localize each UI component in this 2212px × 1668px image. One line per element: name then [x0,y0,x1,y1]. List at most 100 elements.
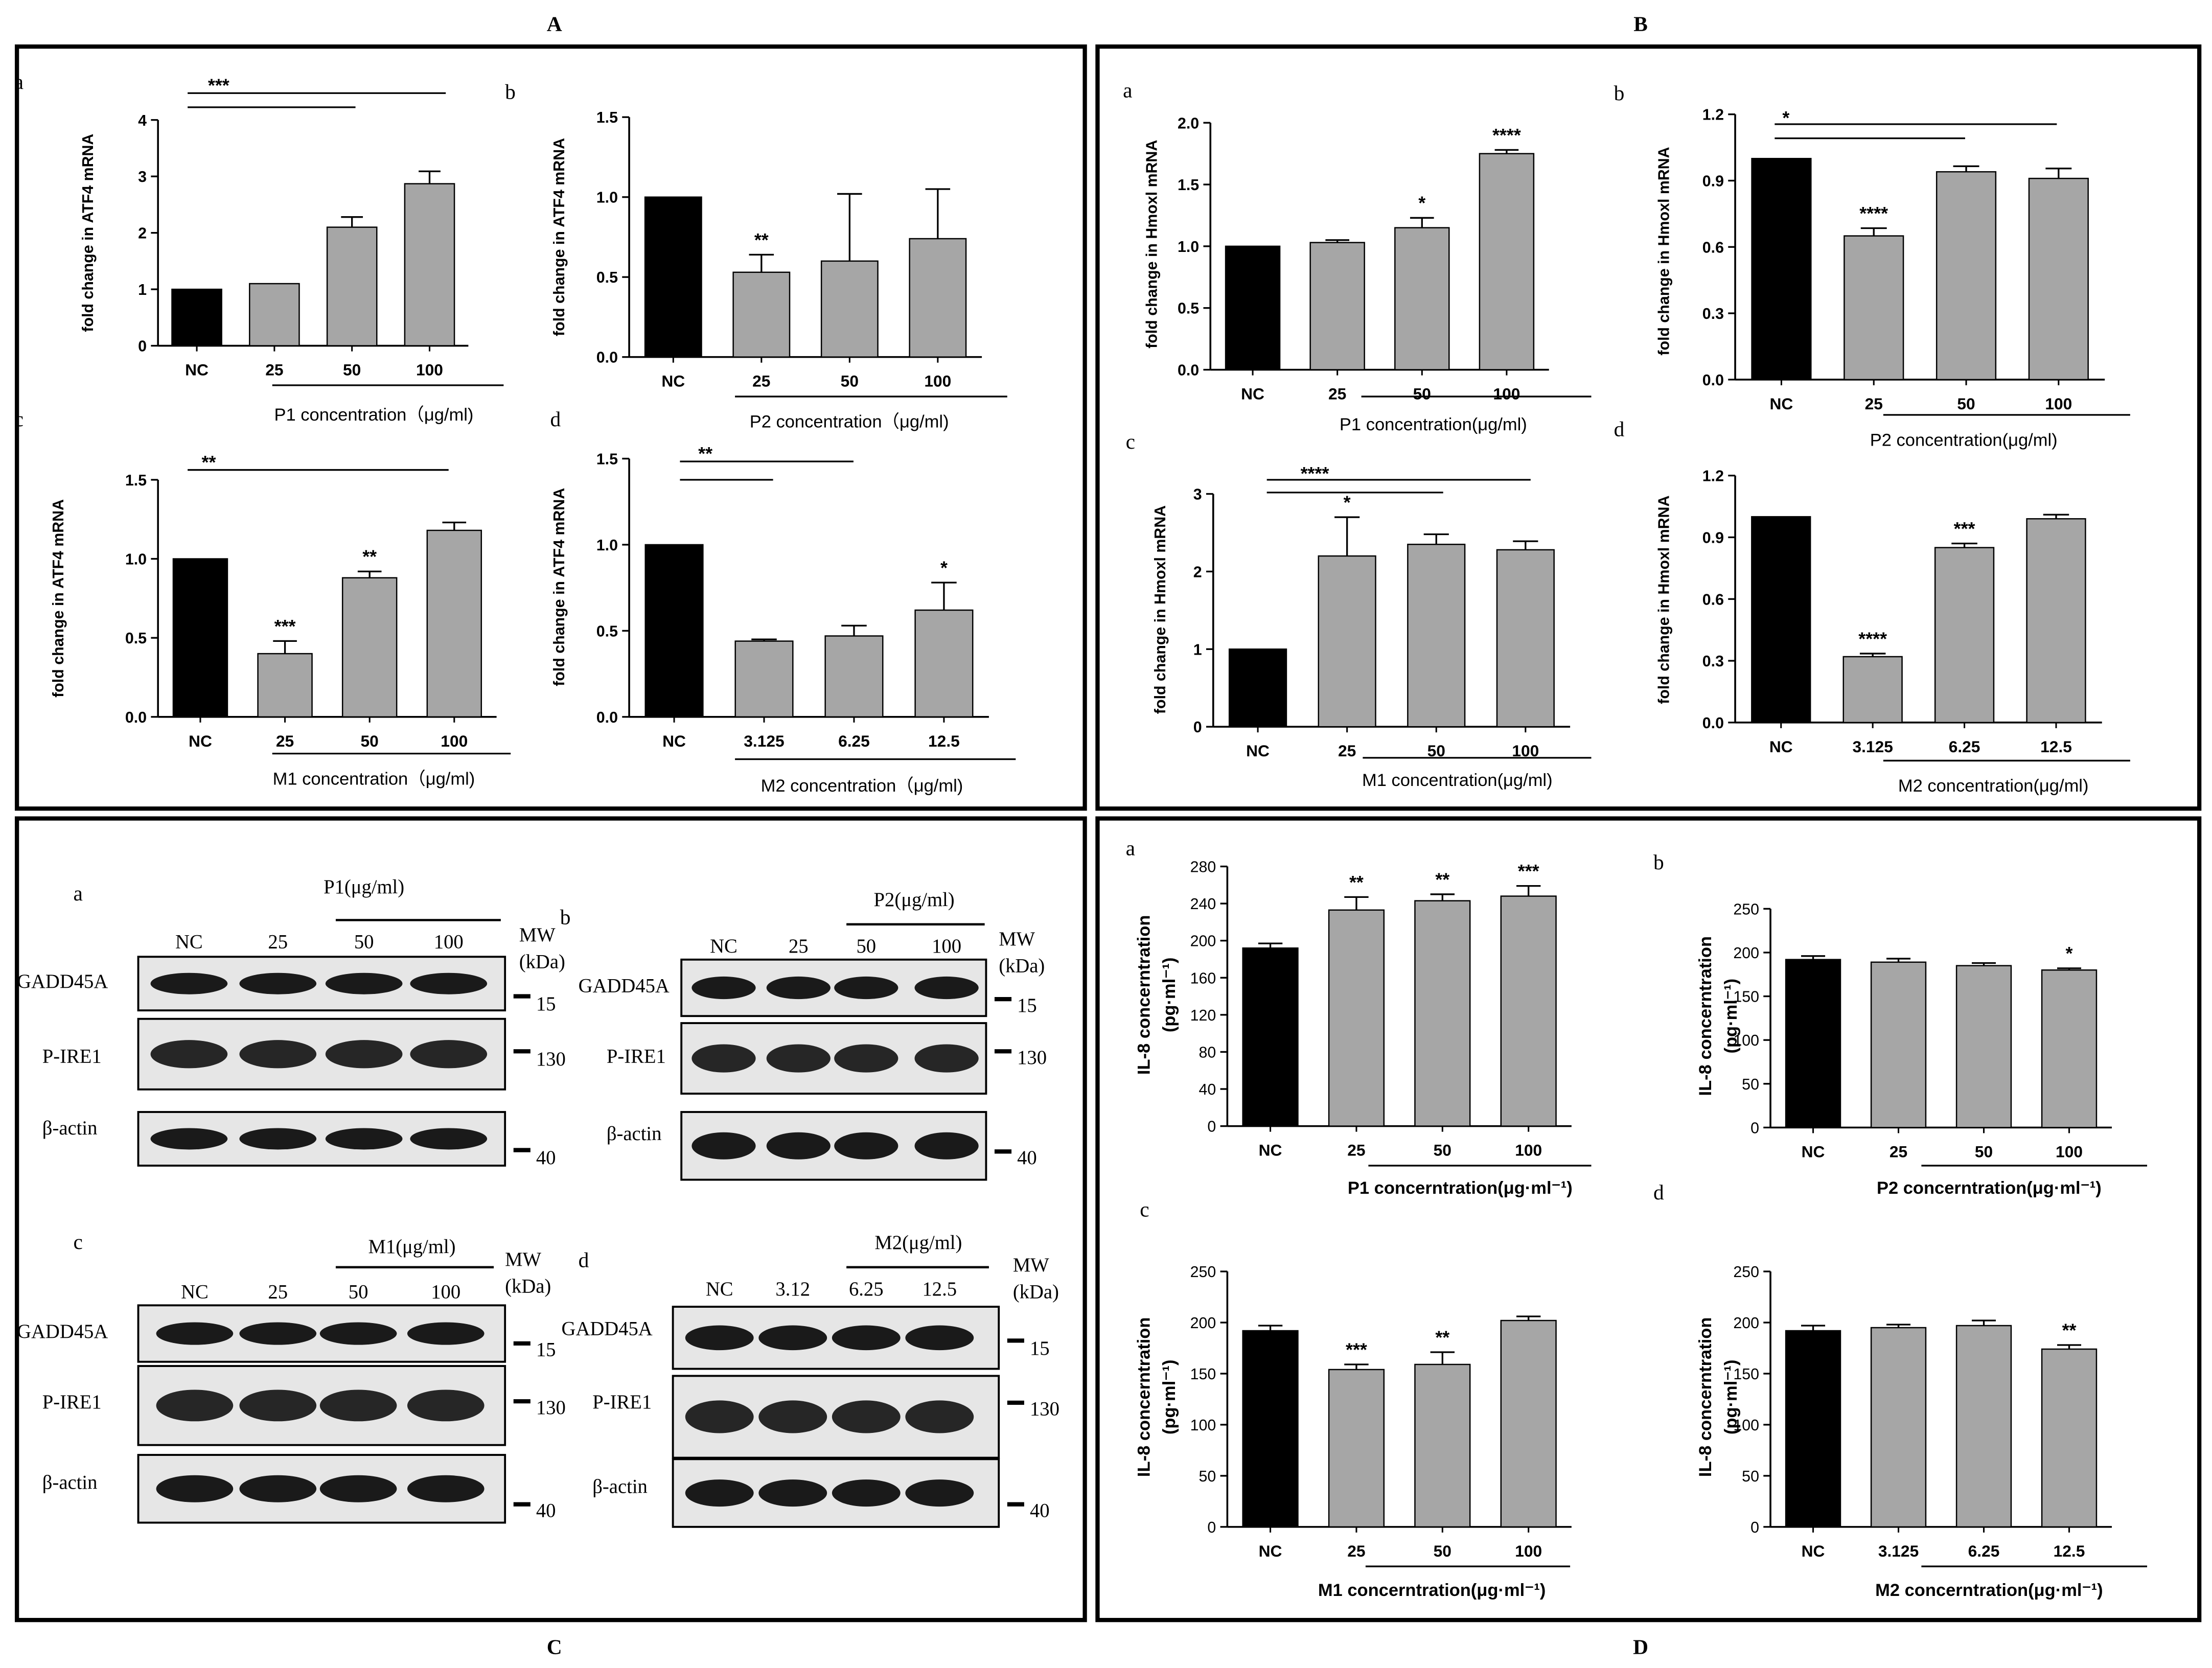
western-blots-layer: a P1(μg/ml) MW (kDa) NC 25 50 100 GADD45A 15 P-IRE… [17,876,1059,1528]
blot-lane-NC: NC [175,932,203,953]
bar-3.125 [734,640,794,718]
bar-NC [1228,648,1287,728]
blot-label-P-IRE1: P-IRE1 [42,1046,102,1067]
blot-band [239,1128,317,1150]
panel-A-frame [14,44,1087,811]
blot-band [150,1128,228,1150]
y-tick-label: 2.0 [1178,115,1199,132]
blot-label-β-actin: β-actin [42,1118,98,1139]
blot-band [319,1389,397,1422]
blot-band [905,1325,974,1351]
blot-label-GADD45A: GADD45A [17,971,108,992]
blot-band [239,1389,317,1422]
bar-NC [1225,245,1281,370]
blot-band [407,1322,485,1345]
y-tick-label: 250 [1733,901,1759,918]
bar-50 [1414,900,1471,1127]
x-tick-label-6.25: 6.25 [838,732,870,750]
mw-value: 130 [1017,1047,1047,1069]
bar-50 [341,577,398,718]
x-axis-label: M2 concentration（μg/ml) [761,776,963,796]
x-axis-label: M1 concentration(μg/ml) [1362,771,1553,790]
blot-lane-50: 50 [349,1282,368,1303]
blot-treatment-label: P2(μg/ml) [874,889,955,911]
blot-band [325,1128,403,1150]
x-tick-label-NC: NC [1241,384,1264,403]
y-tick-label: 0.6 [1702,239,1724,256]
significance-label: * [1344,492,1351,513]
y-tick-label: 0.5 [596,269,618,286]
x-tick-label-25: 25 [752,372,770,390]
chart-B-b-letter: b [1614,81,1625,105]
bar-25 [1318,555,1376,728]
blot-lane-NC: NC [706,1279,733,1300]
y-tick-label: 0.3 [1702,653,1724,670]
y-tick-label: 3 [138,169,147,186]
x-tick-label-50: 50 [1413,384,1431,403]
mw-value: 40 [536,1500,556,1522]
blot-letter: d [579,1248,589,1272]
significance-label: **** [1492,125,1521,146]
blot-treatment-label: P1(μg/ml) [324,876,404,898]
bar-50 [1955,965,2012,1128]
chart-D-a-letter: a [1126,836,1135,860]
blot-band [766,1044,831,1073]
y-tick-label: 2 [1193,564,1202,581]
blot-band [410,1128,488,1150]
blot-c: c M1(μg/ml) MW (kDa) NC 25 50 100 GADD45A 15 P-IRE… [17,1230,566,1524]
x-tick-label-100: 100 [2056,1142,2083,1161]
blot-band [156,1322,234,1345]
y-axis-label: fold change in ATF4 mRNA [551,138,568,336]
bar-25 [257,653,313,718]
y-tick-label: 200 [1190,1315,1216,1332]
x-tick-label-12.5: 12.5 [2054,1542,2085,1560]
y-tick-label: 250 [1733,1264,1759,1281]
blot-label-β-actin: β-actin [592,1476,648,1498]
y-tick-label: 0.6 [1702,591,1724,608]
bar-12.5 [914,609,974,718]
bar-NC [1751,516,1811,724]
y-tick-label: 2 [138,225,147,242]
bracket-label: ** [698,444,712,464]
y-tick-label: 1.5 [1178,177,1199,194]
mw-value: 130 [536,1049,566,1070]
mw-value: 130 [1030,1399,1059,1420]
y-axis-label: IL-8 concerntration (pg·ml⁻¹) [1696,1317,1741,1477]
y-tick-label: 4 [138,112,147,129]
y-tick-label: 1.5 [596,109,618,126]
mw-value: 15 [536,1339,556,1361]
chart-A-c-letter: c [14,407,24,431]
x-tick-label-NC: NC [1770,395,1793,413]
bar-100 [426,529,482,718]
x-tick-label-6.25: 6.25 [1949,737,1980,756]
chart-D-b-letter: b [1653,850,1664,874]
x-tick-label-100: 100 [1493,384,1520,403]
blot-mw-header: MW [519,924,556,946]
x-tick-label-NC: NC [1802,1142,1825,1161]
y-tick-label: 1.5 [125,472,147,489]
blot-band [325,1040,403,1069]
blot-label-GADD45A: GADD45A [17,1321,108,1342]
bar-25 [1870,961,1927,1128]
blot-band [758,1400,827,1433]
chart-D-b: b 0 50 100 150 200 250 NC 25 50 100 * P2 concerntrat… [1653,850,2148,1198]
y-tick-label: 0.9 [1702,529,1724,546]
blot-lane-50: 50 [856,936,876,957]
y-tick-label: 150 [1733,989,1759,1006]
bar-NC [172,558,228,718]
blot-d: d M2(μg/ml) MW (kDa) NC 3.12 6.25 12.5 GADD45A 15… [562,1232,1059,1528]
x-tick-label-25: 25 [1865,395,1883,413]
bracket-label: * [1782,108,1789,128]
blot-band [156,1475,234,1502]
y-tick-label: 1.2 [1702,468,1724,485]
y-tick-label: 0.5 [125,630,147,647]
y-tick-label: 0.0 [125,709,147,726]
bar-3.125 [1842,656,1903,724]
blot-band [832,1479,901,1507]
bar-100 [1479,153,1535,370]
x-tick-label-12.5: 12.5 [2040,737,2072,756]
significance-label: * [1418,193,1425,214]
bar-6.25 [1955,1325,2012,1528]
